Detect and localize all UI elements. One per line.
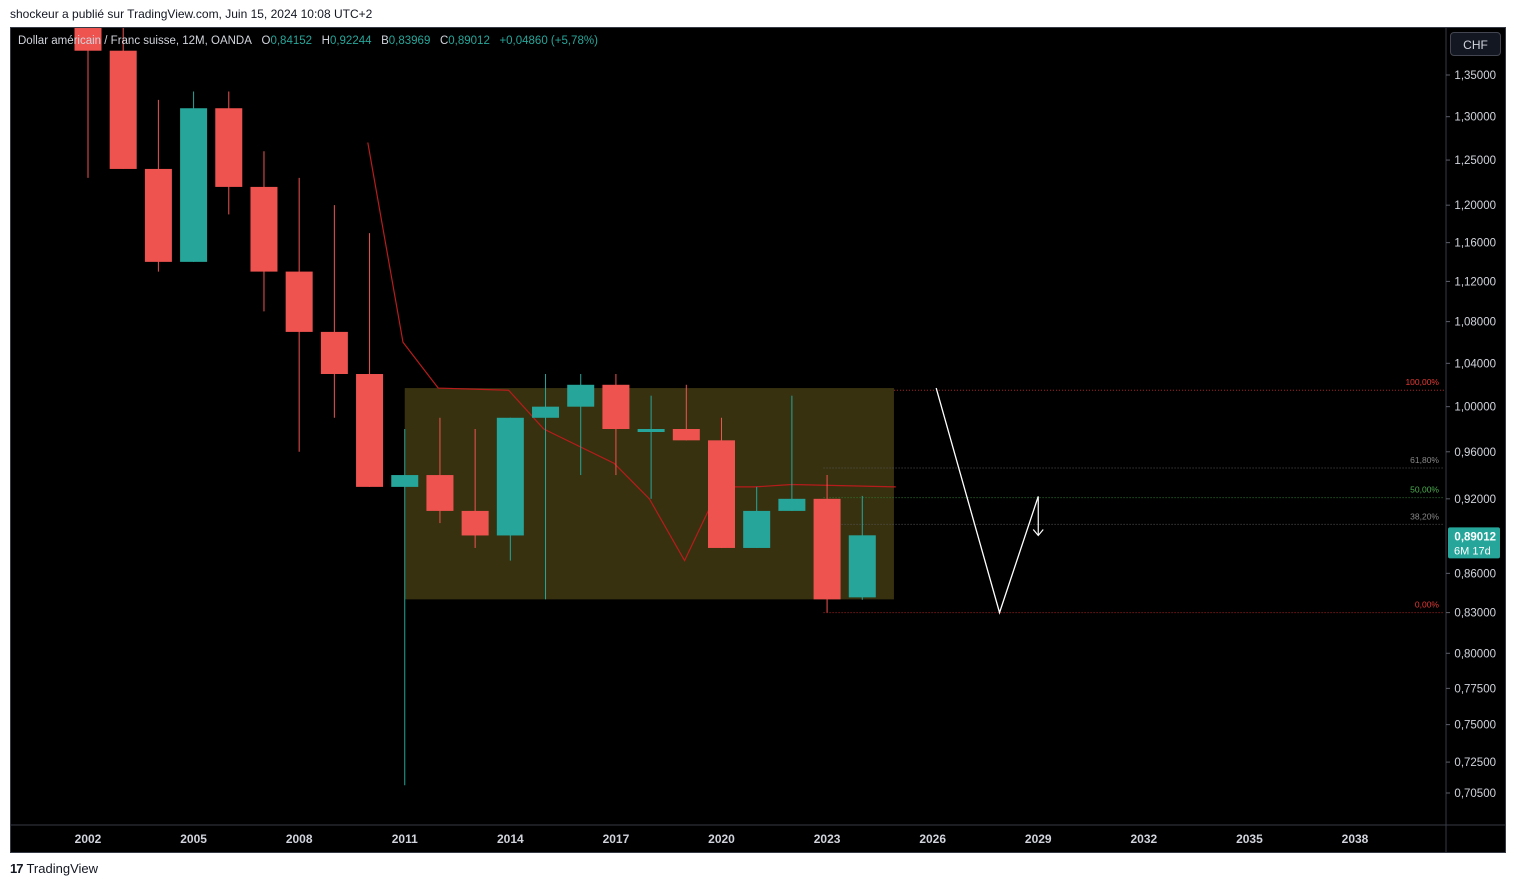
time-tick-label: 2026 <box>919 832 946 846</box>
symbol-legend: Dollar américain / Franc suisse, 12M, OA… <box>18 35 598 47</box>
candle-body <box>320 331 348 375</box>
candle-body <box>532 406 560 418</box>
low-value: 0,83969 <box>388 35 431 47</box>
time-tick-label: 2011 <box>392 832 418 846</box>
price-tick-label: 0,75000 <box>1454 720 1496 732</box>
time-tick-label: 2014 <box>497 832 524 846</box>
price-tick-label: 1,25000 <box>1454 155 1496 167</box>
price-tick-label: 0,92000 <box>1454 494 1496 506</box>
bar-countdown: 6M 17d <box>1454 545 1491 557</box>
open-value: 0,84152 <box>270 35 313 47</box>
price-tick-label: 0,77500 <box>1454 683 1496 695</box>
range-box <box>404 388 894 600</box>
price-tick-label: 0,80000 <box>1454 648 1496 660</box>
candle-body <box>602 384 630 430</box>
price-tick-label: 0,72500 <box>1454 757 1496 769</box>
candle-body <box>144 168 172 262</box>
fib-level-label: 0,00% <box>1415 600 1440 610</box>
candle-body <box>743 510 771 548</box>
time-tick-label: 2032 <box>1130 832 1157 846</box>
candle-body <box>708 440 735 548</box>
time-tick-label: 2035 <box>1236 832 1263 846</box>
price-tick-label: 1,20000 <box>1454 200 1496 212</box>
symbol-title: Dollar américain / Franc suisse, 12M, OA… <box>18 35 252 47</box>
candle-body <box>74 28 102 51</box>
high-key: H <box>321 35 330 47</box>
candle-body <box>356 374 384 487</box>
price-tick-label: 1,00000 <box>1454 402 1496 414</box>
currency-button[interactable]: CHF <box>1450 32 1501 56</box>
price-tick-label: 0,83000 <box>1454 608 1496 620</box>
price-tick-label: 1,16000 <box>1454 238 1496 250</box>
open-key: O <box>261 35 271 47</box>
fib-level-label: 61,80% <box>1410 455 1439 465</box>
price-tick-label: 0,96000 <box>1454 447 1496 459</box>
price-tick-label: 1,35000 <box>1454 70 1496 82</box>
fib-level-label: 38,20% <box>1410 511 1439 521</box>
candle-body <box>215 108 243 187</box>
candle-body <box>250 186 278 272</box>
time-tick-label: 2023 <box>814 832 841 846</box>
time-tick-label: 2017 <box>603 832 630 846</box>
close-key: C <box>439 35 449 47</box>
tradingview-brand[interactable]: 17 TradingView <box>10 861 98 876</box>
time-tick-label: 2038 <box>1342 832 1369 846</box>
candle-body <box>637 429 665 433</box>
candle-body <box>848 535 876 598</box>
fib-level-label: 100,00% <box>1405 377 1439 387</box>
time-tick-label: 2005 <box>180 832 207 846</box>
candle-body <box>813 498 841 600</box>
candle-body <box>496 417 524 536</box>
candle-body <box>391 475 419 487</box>
projection-path <box>935 387 1039 615</box>
candle-body <box>567 384 595 407</box>
candle-body <box>778 498 806 511</box>
candle-body <box>180 108 208 262</box>
price-tick-label: 0,70500 <box>1454 788 1496 800</box>
candle-body <box>109 50 137 169</box>
price-tick-label: 1,04000 <box>1454 358 1496 370</box>
time-tick-label: 2029 <box>1025 832 1052 846</box>
last-price-tag <box>1448 527 1500 559</box>
plot-area: 100,00% 61,80% 50,00% 38,20% 0,00% <box>74 28 1444 786</box>
projection-arrow-head <box>1032 529 1044 537</box>
publish-caption: shockeur a publié sur TradingView.com, J… <box>10 7 373 21</box>
close-value: 0,89012 <box>448 35 490 47</box>
price-tick-label: 1,30000 <box>1454 112 1496 124</box>
candle-body <box>426 475 454 511</box>
brand-name: TradingView <box>26 861 99 876</box>
time-tick-label: 2002 <box>75 832 102 846</box>
change-value: +0,04860 (+5,78%) <box>499 35 598 47</box>
high-value: 0,92244 <box>329 35 372 47</box>
moving-average-line <box>367 142 896 562</box>
time-tick-label: 2008 <box>286 832 313 846</box>
fib-level-label: 50,00% <box>1410 485 1439 495</box>
price-tick-label: 1,12000 <box>1454 276 1496 288</box>
candle-body <box>285 271 313 332</box>
time-tick-label: 2020 <box>708 832 735 846</box>
price-tick-label: 1,08000 <box>1454 317 1496 329</box>
low-key: B <box>381 35 389 47</box>
candle-body <box>672 429 700 441</box>
price-tick-label: 0,86000 <box>1454 568 1496 580</box>
tradingview-logo-icon: 17 <box>10 861 24 876</box>
last-price-value: 0,89012 <box>1454 531 1496 543</box>
candle-body <box>461 510 489 536</box>
